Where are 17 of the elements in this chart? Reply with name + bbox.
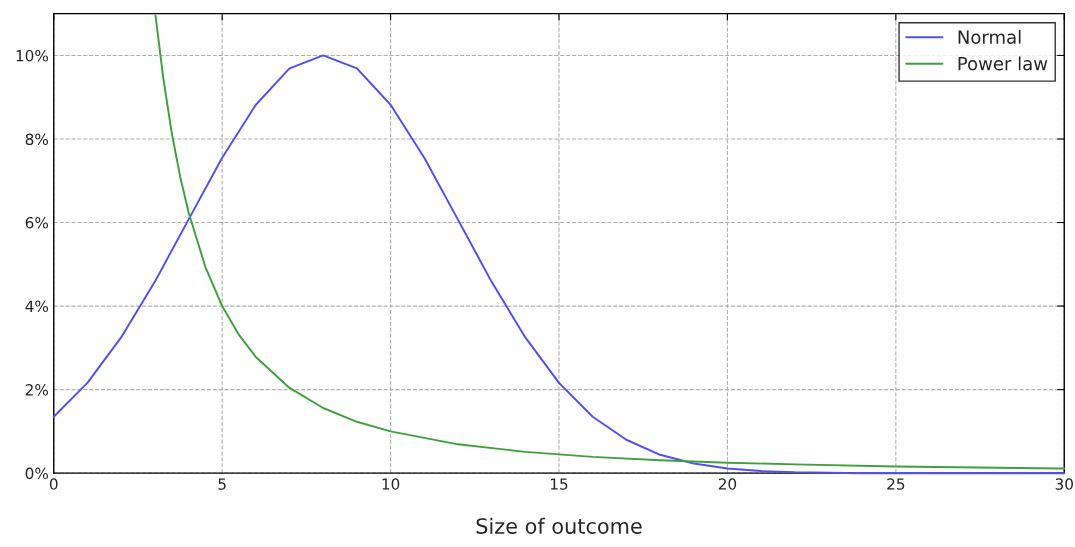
x-tick-label: 0: [49, 478, 58, 490]
y-tick-label: 0%: [25, 467, 49, 480]
x-tick-label: 30: [1055, 478, 1073, 490]
line-series: [154, 14, 1066, 470]
y-tick-label: 10%: [16, 49, 49, 62]
x-tick-label: 20: [718, 478, 737, 490]
y-tick-label: 4%: [25, 300, 49, 313]
y-tick-label: 6%: [25, 216, 49, 229]
y-tick-label: 8%: [25, 133, 49, 146]
y-tick-label: 2%: [25, 384, 49, 396]
x-tick-label: 25: [887, 478, 905, 490]
x-tick-label: 5: [218, 478, 226, 490]
x-axis-title: Size of outcome: [476, 517, 642, 534]
legend-label: Power law: [958, 56, 1048, 71]
x-tick-label: 10: [382, 478, 400, 490]
x-tick-label: 15: [550, 478, 568, 490]
legend-label: Normal: [958, 29, 1021, 44]
